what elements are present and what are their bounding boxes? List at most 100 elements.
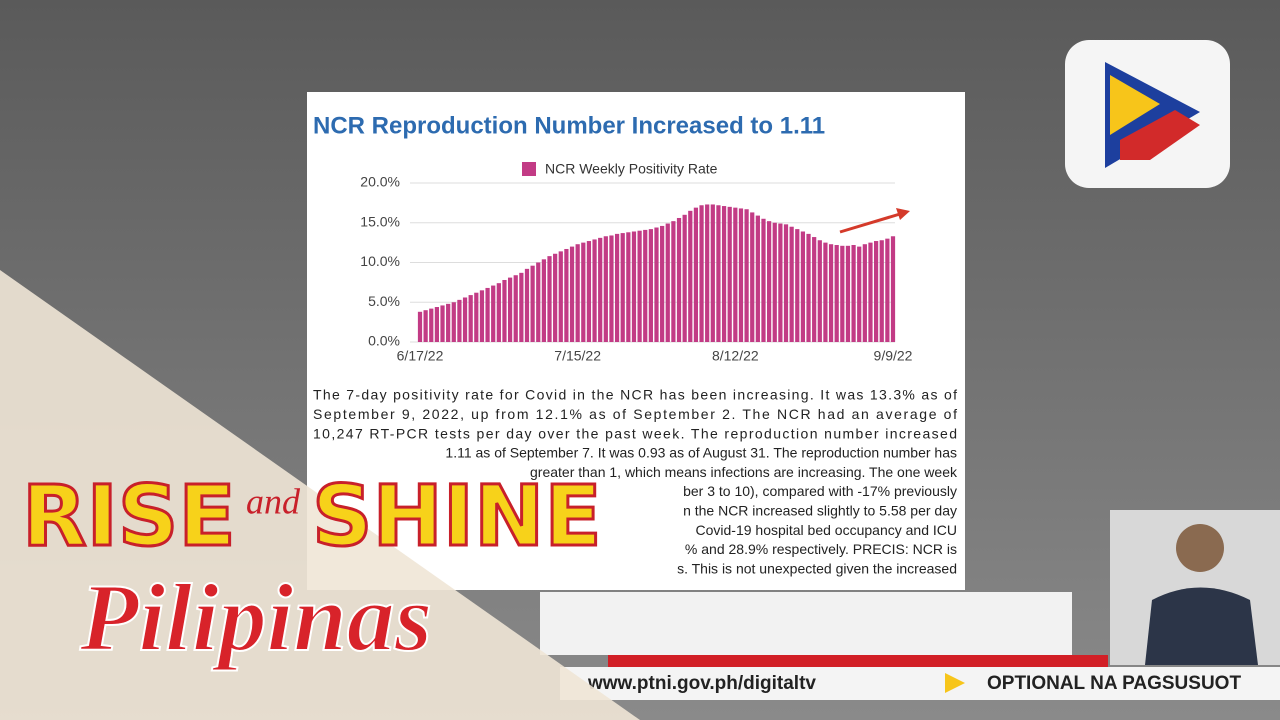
bar [671,221,676,342]
paragraph-line: September 9, 2022, up from 12.1% as of S… [313,406,957,422]
bar [800,231,806,342]
logo-red [1120,110,1200,160]
bar [890,236,896,342]
show-shine: SHINE [312,467,602,565]
x-tick-label: 6/17/22 [397,348,444,364]
bar [834,245,839,342]
ticker-bar [560,667,1280,700]
bar [693,207,699,342]
bar [423,310,428,342]
bar [857,246,862,342]
bar [795,229,800,342]
bar [721,206,727,342]
bar [457,299,462,342]
show-pilipinas: Pilipinas [79,564,432,671]
bar [541,259,546,342]
bar [440,305,445,342]
ticker-icon [945,673,965,693]
paragraph-line: 10,247 RT-PCR tests per day over the pas… [313,425,957,441]
bar [502,279,507,342]
y-tick-label: 15.0% [360,213,400,229]
bar [468,295,473,342]
bar [547,256,552,342]
bar [727,206,732,342]
bar [631,231,637,342]
bar [648,229,653,342]
legend-swatch [522,162,536,176]
show-and: and [246,481,301,521]
bar [823,242,828,342]
bar [767,221,772,342]
bar [772,222,777,342]
bar [812,237,817,342]
bar [496,283,501,342]
x-tick-label: 9/9/22 [874,348,913,364]
bar [451,302,456,342]
bar [755,215,760,342]
trend-arrow [839,212,901,234]
bar [789,226,794,342]
bar [479,290,485,342]
bar [519,272,524,342]
bar [885,238,890,342]
bar [417,311,423,342]
y-tick-label: 0.0% [368,333,400,349]
bar [676,217,682,342]
bar [699,205,704,342]
x-tick-label: 8/12/22 [712,348,759,364]
bar [485,287,490,342]
paragraph-line: % and 28.9% respectively. PRECIS: NCR is [685,541,957,557]
bar [603,236,608,342]
bar [845,245,851,342]
chart-title: NCR Reproduction Number Increased to 1.1… [313,112,825,139]
bar [569,246,575,342]
bar [530,265,535,342]
paragraph-line: Covid-19 hospital bed occupancy and ICU [696,522,958,538]
y-tick-label: 5.0% [368,293,400,309]
bar [643,229,648,342]
bar [716,205,721,342]
trend-arrowhead [896,208,910,220]
x-tick-label: 7/15/22 [554,348,601,364]
bar [637,230,642,342]
bar [429,308,434,342]
y-tick-label: 20.0% [360,174,400,190]
signer-head [1176,524,1224,572]
legend-label: NCR Weekly Positivity Rate [545,161,718,177]
bar [558,251,563,342]
bar [620,233,625,342]
bar [873,241,879,342]
bar [840,245,845,342]
bar [434,307,440,342]
paragraph-line: s. This is not unexpected given the incr… [677,560,957,576]
show-rise: RISE [22,467,236,565]
bar [513,275,518,342]
bar [733,207,738,342]
y-tick-label: 10.0% [360,253,400,269]
chart: NCR Reproduction Number Increased to 1.1… [313,112,913,363]
bar [750,212,755,342]
bar [581,242,586,342]
bar [710,204,715,342]
ticker: www.ptni.gov.ph/digitaltv OPTIONAL NA PAG… [587,673,1241,694]
bar [524,268,530,342]
bar [446,303,451,342]
bar [654,227,659,342]
bar [817,240,822,342]
paragraph-line: n the NCR increased slightly to 5.58 per… [683,503,957,519]
bar [536,262,541,342]
bar [738,208,744,342]
bar [598,237,603,342]
bar [507,277,513,342]
bar [626,232,631,342]
paragraph-line: The 7-day positivity rate for Covid in t… [313,387,957,403]
ticker-url: www.ptni.gov.ph/digitaltv [587,673,816,694]
bar [761,218,766,342]
lower-third [540,592,1072,655]
bar [665,223,670,342]
bar [575,244,580,342]
bar [868,242,873,342]
bar [553,253,558,342]
ticker-headline: OPTIONAL NA PAGSUSUOT [987,673,1241,694]
